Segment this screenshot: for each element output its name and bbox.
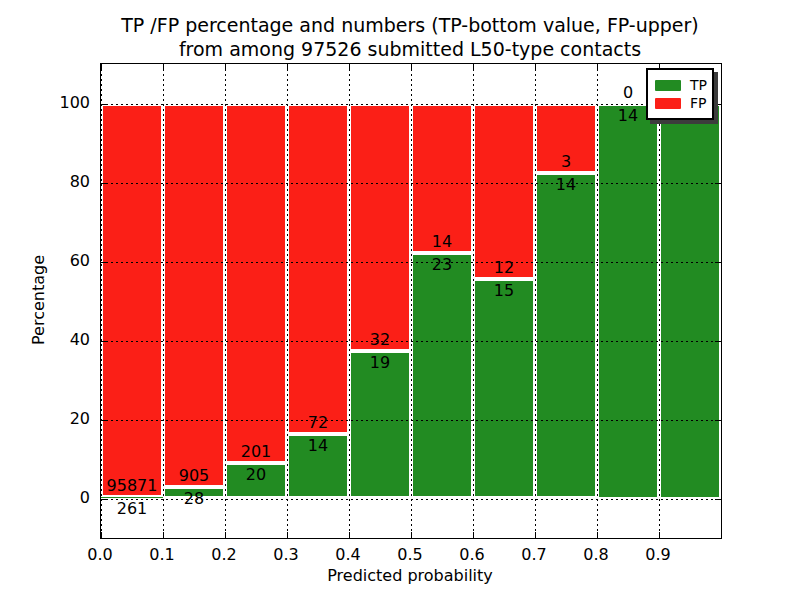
bar-count-label-tp: 14 [526, 175, 606, 194]
axis-tick [715, 262, 721, 263]
axis-tick [101, 420, 107, 421]
axis-tick [101, 262, 107, 263]
chart-title: TP /FP percentage and numbers (TP-bottom… [100, 13, 720, 61]
gridline-v [101, 64, 102, 538]
axis-tick [715, 341, 721, 342]
axis-tick [659, 532, 660, 538]
axis-tick [535, 64, 536, 70]
gridline-v [535, 64, 536, 538]
x-axis-label: Predicted probability [100, 566, 720, 585]
axis-tick [715, 183, 721, 184]
y-tick-label: 60 [38, 251, 90, 270]
y-tick-label: 40 [38, 330, 90, 349]
gridline-v [473, 64, 474, 538]
axis-tick [101, 499, 107, 500]
axis-tick [715, 420, 721, 421]
legend-row: TP [655, 77, 705, 93]
axis-tick [473, 532, 474, 538]
axis-tick [225, 532, 226, 538]
x-tick-label: 0.1 [132, 545, 192, 564]
bar-segment-fp [225, 104, 287, 463]
bar-segment-fp [287, 104, 349, 435]
gridline-v [349, 64, 350, 538]
x-tick-label: 0.7 [504, 545, 564, 564]
bar-segment-tp [473, 279, 535, 498]
bar-count-label-tp: 28 [154, 489, 234, 508]
legend-swatch-fp [655, 98, 681, 109]
bar-count-label-fp: 32 [340, 330, 420, 349]
bar-segment-fp [349, 104, 411, 352]
x-tick-label: 0.5 [380, 545, 440, 564]
legend-row: FP [655, 95, 705, 111]
axis-tick [715, 499, 721, 500]
y-tick-label: 20 [38, 409, 90, 428]
figure: TP /FP percentage and numbers (TP-bottom… [0, 0, 800, 600]
bar-segment-fp [101, 104, 163, 498]
chart-title-line2: from among 97526 submitted L50-type cont… [100, 37, 720, 61]
legend-label: FP [690, 95, 707, 111]
legend-swatch-tp [655, 80, 681, 91]
bar-count-label-fp: 14 [402, 232, 482, 251]
bar-segment-fp [411, 104, 473, 253]
axis-tick [349, 532, 350, 538]
axis-tick [163, 64, 164, 70]
bar-count-label-fp: 3 [526, 152, 606, 171]
bar-count-label-fp: 72 [278, 413, 358, 432]
gridline-v [411, 64, 412, 538]
axis-tick [597, 64, 598, 70]
axis-tick [473, 64, 474, 70]
y-tick-label: 80 [38, 172, 90, 191]
bar-count-label-fp: 12 [464, 258, 544, 277]
bar-count-label-tp: 19 [340, 353, 420, 372]
axis-tick [101, 341, 107, 342]
legend: TP FP [646, 68, 714, 120]
bar-segment-tp [349, 351, 411, 498]
bar-segment-tp [597, 104, 659, 499]
plot-area: 9587126190528201207214321914231215314014… [100, 63, 722, 539]
bar-segment-fp [163, 104, 225, 487]
x-tick-label: 0.0 [70, 545, 130, 564]
axis-tick [715, 104, 721, 105]
bar-count-label-tp: 20 [216, 465, 296, 484]
axis-tick [225, 64, 226, 70]
axis-tick [101, 64, 102, 70]
axis-tick [287, 532, 288, 538]
x-tick-label: 0.2 [194, 545, 254, 564]
axis-tick [287, 64, 288, 70]
axis-tick [535, 532, 536, 538]
x-tick-label: 0.6 [442, 545, 502, 564]
bar-segment-tp [659, 104, 721, 499]
y-tick-label: 100 [38, 93, 90, 112]
axis-tick [101, 532, 102, 538]
axis-tick [411, 532, 412, 538]
x-tick-label: 0.3 [256, 545, 316, 564]
axis-tick [411, 64, 412, 70]
y-tick-label: 0 [38, 488, 90, 507]
x-tick-label: 0.8 [566, 545, 626, 564]
axis-tick [101, 104, 107, 105]
legend-label: TP [690, 77, 707, 93]
bar-count-label-tp: 14 [278, 436, 358, 455]
chart-title-line1: TP /FP percentage and numbers (TP-bottom… [100, 13, 720, 37]
axis-tick [163, 532, 164, 538]
axis-tick [101, 183, 107, 184]
bar-segment-tp [535, 173, 597, 498]
x-tick-label: 0.9 [628, 545, 688, 564]
gridline-v [597, 64, 598, 538]
axis-tick [349, 64, 350, 70]
x-tick-label: 0.4 [318, 545, 378, 564]
axis-tick [597, 532, 598, 538]
bar-count-label-tp: 15 [464, 281, 544, 300]
gridline-v [659, 64, 660, 538]
